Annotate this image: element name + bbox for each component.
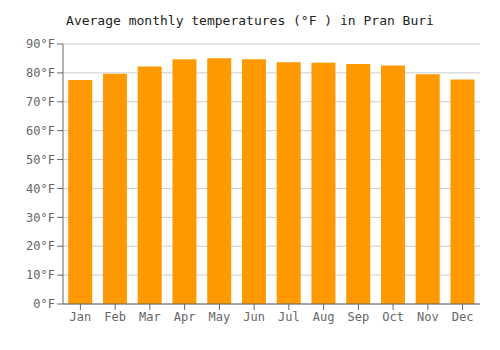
- svg-text:Sep: Sep: [348, 310, 370, 324]
- svg-text:70°F: 70°F: [26, 95, 55, 109]
- svg-text:Oct: Oct: [382, 310, 404, 324]
- svg-text:80°F: 80°F: [26, 66, 55, 80]
- svg-text:10°F: 10°F: [26, 268, 55, 282]
- svg-text:Jun: Jun: [243, 310, 265, 324]
- svg-text:Nov: Nov: [417, 310, 439, 324]
- svg-text:0°F: 0°F: [33, 297, 55, 311]
- svg-text:Aug: Aug: [313, 310, 335, 324]
- svg-text:Apr: Apr: [174, 310, 196, 324]
- svg-text:Dec: Dec: [452, 310, 474, 324]
- svg-text:Jan: Jan: [70, 310, 92, 324]
- html-text:Average monthly temperatures (: Average monthly temperatures (°F ) in Pr…: [66, 13, 434, 28]
- svg-text:50°F: 50°F: [26, 153, 55, 167]
- svg-text:20°F: 20°F: [26, 239, 55, 253]
- svg-text:May: May: [209, 310, 231, 324]
- svg-text:30°F: 30°F: [26, 211, 55, 225]
- svg-text:Mar: Mar: [139, 310, 161, 324]
- svg-text:40°F: 40°F: [26, 182, 55, 196]
- svg-text:Jul: Jul: [278, 310, 300, 324]
- svg-text:60°F: 60°F: [26, 124, 55, 138]
- svg-text:90°F: 90°F: [26, 37, 55, 51]
- svg-text:Feb: Feb: [104, 310, 126, 324]
